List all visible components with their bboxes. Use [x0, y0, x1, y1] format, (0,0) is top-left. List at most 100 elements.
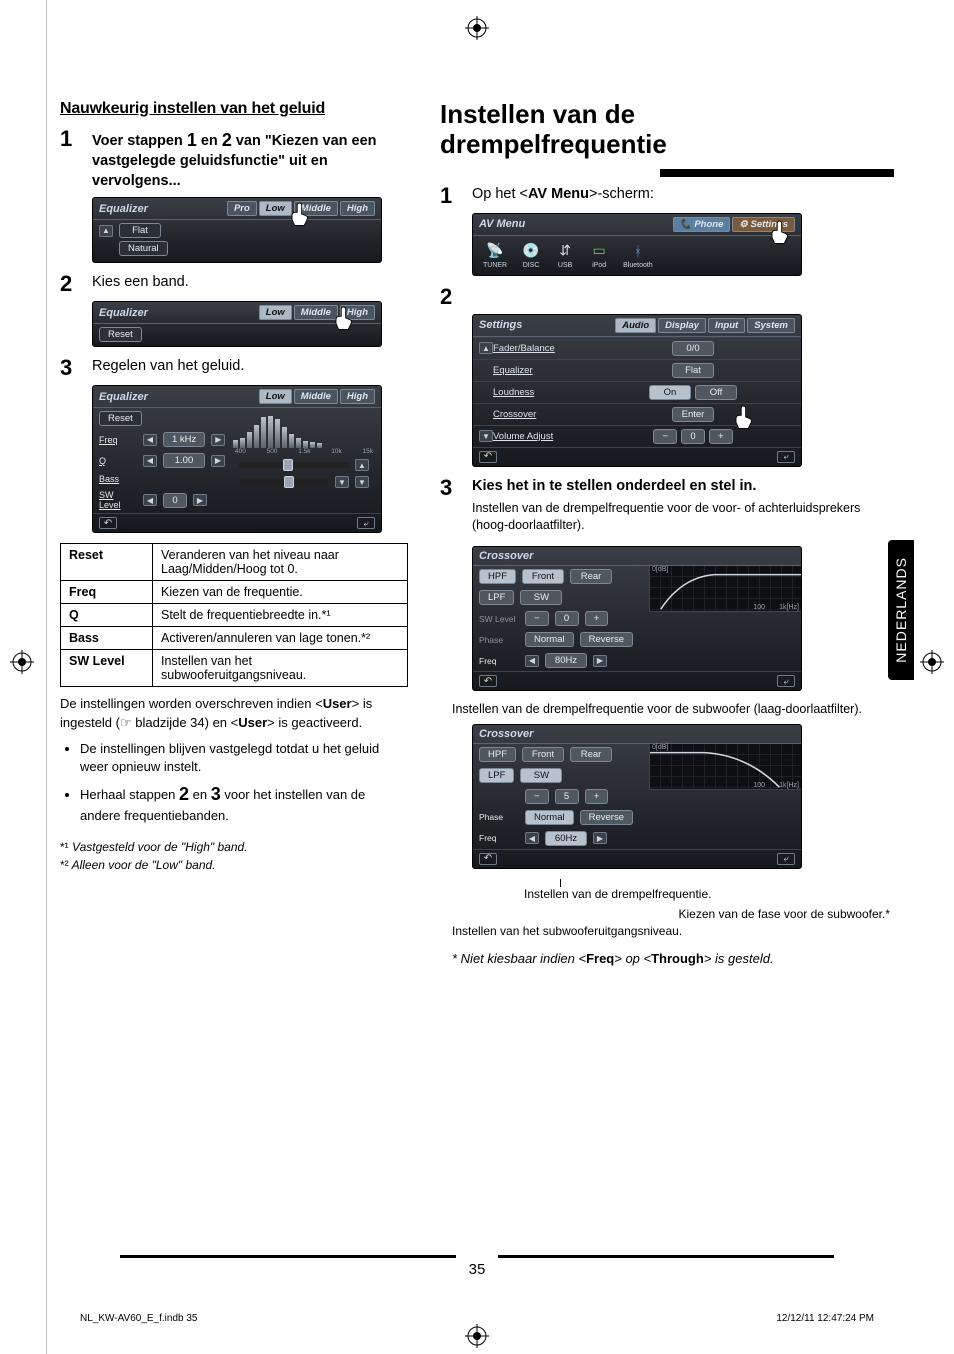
normal-button[interactable]: Normal: [525, 810, 574, 825]
right-arrow-icon[interactable]: ▶: [211, 434, 225, 446]
left-arrow-icon[interactable]: ◀: [525, 832, 539, 844]
reset-button[interactable]: Reset: [99, 327, 142, 342]
eq2-tab-low[interactable]: Low: [259, 305, 292, 320]
return-icon[interactable]: ⤶: [777, 675, 795, 687]
right-arrow-icon[interactable]: ▶: [211, 455, 225, 467]
sw-button[interactable]: SW: [520, 768, 562, 783]
preset-flat[interactable]: Flat: [119, 223, 161, 238]
reverse-button[interactable]: Reverse: [580, 632, 633, 647]
reset-button-3[interactable]: Reset: [99, 411, 142, 426]
eq-graph: [233, 414, 375, 448]
page-number: 35: [469, 1261, 486, 1278]
eq3-tab-low[interactable]: Low: [259, 389, 292, 404]
normal-button[interactable]: Normal: [525, 632, 574, 647]
plus-button[interactable]: +: [585, 611, 609, 626]
left-arrow-icon[interactable]: ◀: [143, 455, 157, 467]
tab-input[interactable]: Input: [708, 318, 745, 333]
crossover-title: Crossover: [479, 550, 533, 562]
registration-mark-left: [10, 650, 34, 674]
eq3-tab-middle[interactable]: Middle: [294, 389, 338, 404]
lpf-caption: Instellen van de drempelfrequentie voor …: [452, 701, 894, 718]
lpf-label[interactable]: LPF: [479, 768, 514, 783]
equalizer-label[interactable]: Equalizer: [493, 365, 591, 376]
swlevel-label: SW Level: [479, 614, 519, 624]
rear-button[interactable]: Rear: [570, 569, 612, 584]
step-1-number: 1: [60, 128, 78, 150]
preset-natural[interactable]: Natural: [119, 241, 168, 256]
tab-audio[interactable]: Audio: [615, 318, 656, 333]
tab-display[interactable]: Display: [658, 318, 706, 333]
phase-label: Phase: [479, 812, 519, 822]
swlevel-label: SW Level: [99, 490, 137, 510]
bass-label: Bass: [99, 474, 137, 484]
registration-mark-right: [920, 650, 944, 674]
disc-icon[interactable]: 💿DISC: [521, 242, 541, 269]
reverse-button[interactable]: Reverse: [580, 810, 633, 825]
up-arrow-icon[interactable]: ▲: [99, 225, 113, 237]
pointing-hand-icon: [329, 304, 357, 332]
right-arrow-icon[interactable]: ▶: [593, 655, 607, 667]
sw-slider[interactable]: [239, 479, 329, 485]
right-arrow-icon[interactable]: ▶: [593, 832, 607, 844]
step-2-number: 2: [60, 273, 78, 295]
loudness-on[interactable]: On: [649, 385, 691, 400]
fader-balance-label[interactable]: Fader/Balance: [493, 343, 591, 354]
right-note: * Niet kiesbaar indien <Freq> op <Throug…: [452, 950, 894, 968]
eq-title: Equalizer: [99, 203, 148, 215]
left-arrow-icon[interactable]: ◀: [143, 434, 157, 446]
up-arrow-icon[interactable]: ▲: [355, 459, 369, 471]
volume-adjust-label[interactable]: Volume Adjust: [493, 431, 591, 442]
eq-tab-high[interactable]: High: [340, 201, 375, 216]
back-icon[interactable]: ↶: [99, 517, 117, 529]
left-arrow-icon[interactable]: ◀: [525, 655, 539, 667]
sw-button[interactable]: SW: [520, 590, 562, 605]
plus-button[interactable]: +: [585, 789, 609, 804]
front-button[interactable]: Front: [522, 747, 564, 762]
page-rule: [120, 1255, 456, 1258]
down-arrow-icon[interactable]: ▼: [355, 476, 369, 488]
after-table-text: De instellingen worden overschreven indi…: [60, 695, 408, 731]
front-button[interactable]: Front: [522, 569, 564, 584]
language-tab: NEDERLANDS: [888, 540, 914, 680]
footer: NL_KW-AV60_E_f.indb 35 12/12/11 12:47:24…: [80, 1313, 874, 1324]
page-rule: [498, 1255, 834, 1258]
swlevel-value: 0: [555, 611, 579, 626]
lpf-label[interactable]: LPF: [479, 590, 514, 605]
return-icon[interactable]: ⤶: [357, 517, 375, 529]
tuner-icon[interactable]: 📡TUNER: [483, 242, 507, 269]
tab-system[interactable]: System: [747, 318, 795, 333]
freq-value: 60Hz: [545, 831, 587, 846]
r-step-3-text: Kies het in te stellen onderdeel en stel…: [472, 477, 894, 540]
eq-tab-pro[interactable]: Pro: [227, 201, 257, 216]
return-icon[interactable]: ⤶: [777, 451, 795, 463]
eq3-tab-high[interactable]: High: [340, 389, 375, 404]
bluetooth-icon[interactable]: ᚼBluetooth: [623, 242, 653, 269]
minus-button[interactable]: −: [525, 789, 549, 804]
axis-lbl: 400: [235, 448, 246, 455]
phone-button[interactable]: 📞 Phone: [673, 217, 731, 232]
ipod-icon[interactable]: ▭iPod: [589, 242, 609, 269]
crossover-title-2: Crossover: [479, 728, 533, 740]
rear-button[interactable]: Rear: [570, 747, 612, 762]
down-arrow-icon[interactable]: ▼: [335, 476, 349, 488]
step-3-text: Regelen van het geluid.: [92, 357, 408, 377]
back-icon[interactable]: ↶: [479, 451, 497, 463]
right-arrow-icon[interactable]: ▶: [193, 494, 207, 506]
loudness-label[interactable]: Loudness: [493, 387, 591, 398]
down-arrow-icon[interactable]: ▼: [479, 430, 493, 442]
back-icon[interactable]: ↶: [479, 853, 497, 865]
r-step-3-number: 3: [440, 477, 458, 499]
hpf-label[interactable]: HPF: [479, 747, 516, 762]
back-icon[interactable]: ↶: [479, 675, 497, 687]
minus-button[interactable]: −: [525, 611, 549, 626]
crossover-label[interactable]: Crossover: [493, 409, 591, 420]
crossover-enter[interactable]: Enter: [672, 407, 714, 422]
return-icon[interactable]: ⤶: [777, 853, 795, 865]
loudness-off[interactable]: Off: [695, 385, 737, 400]
up-arrow-icon[interactable]: ▲: [479, 342, 493, 354]
hpf-label[interactable]: HPF: [479, 569, 516, 584]
usb-icon[interactable]: ⇵USB: [555, 242, 575, 269]
bass-slider[interactable]: [239, 462, 349, 468]
settings-title: Settings: [479, 319, 522, 331]
left-arrow-icon[interactable]: ◀: [143, 494, 157, 506]
